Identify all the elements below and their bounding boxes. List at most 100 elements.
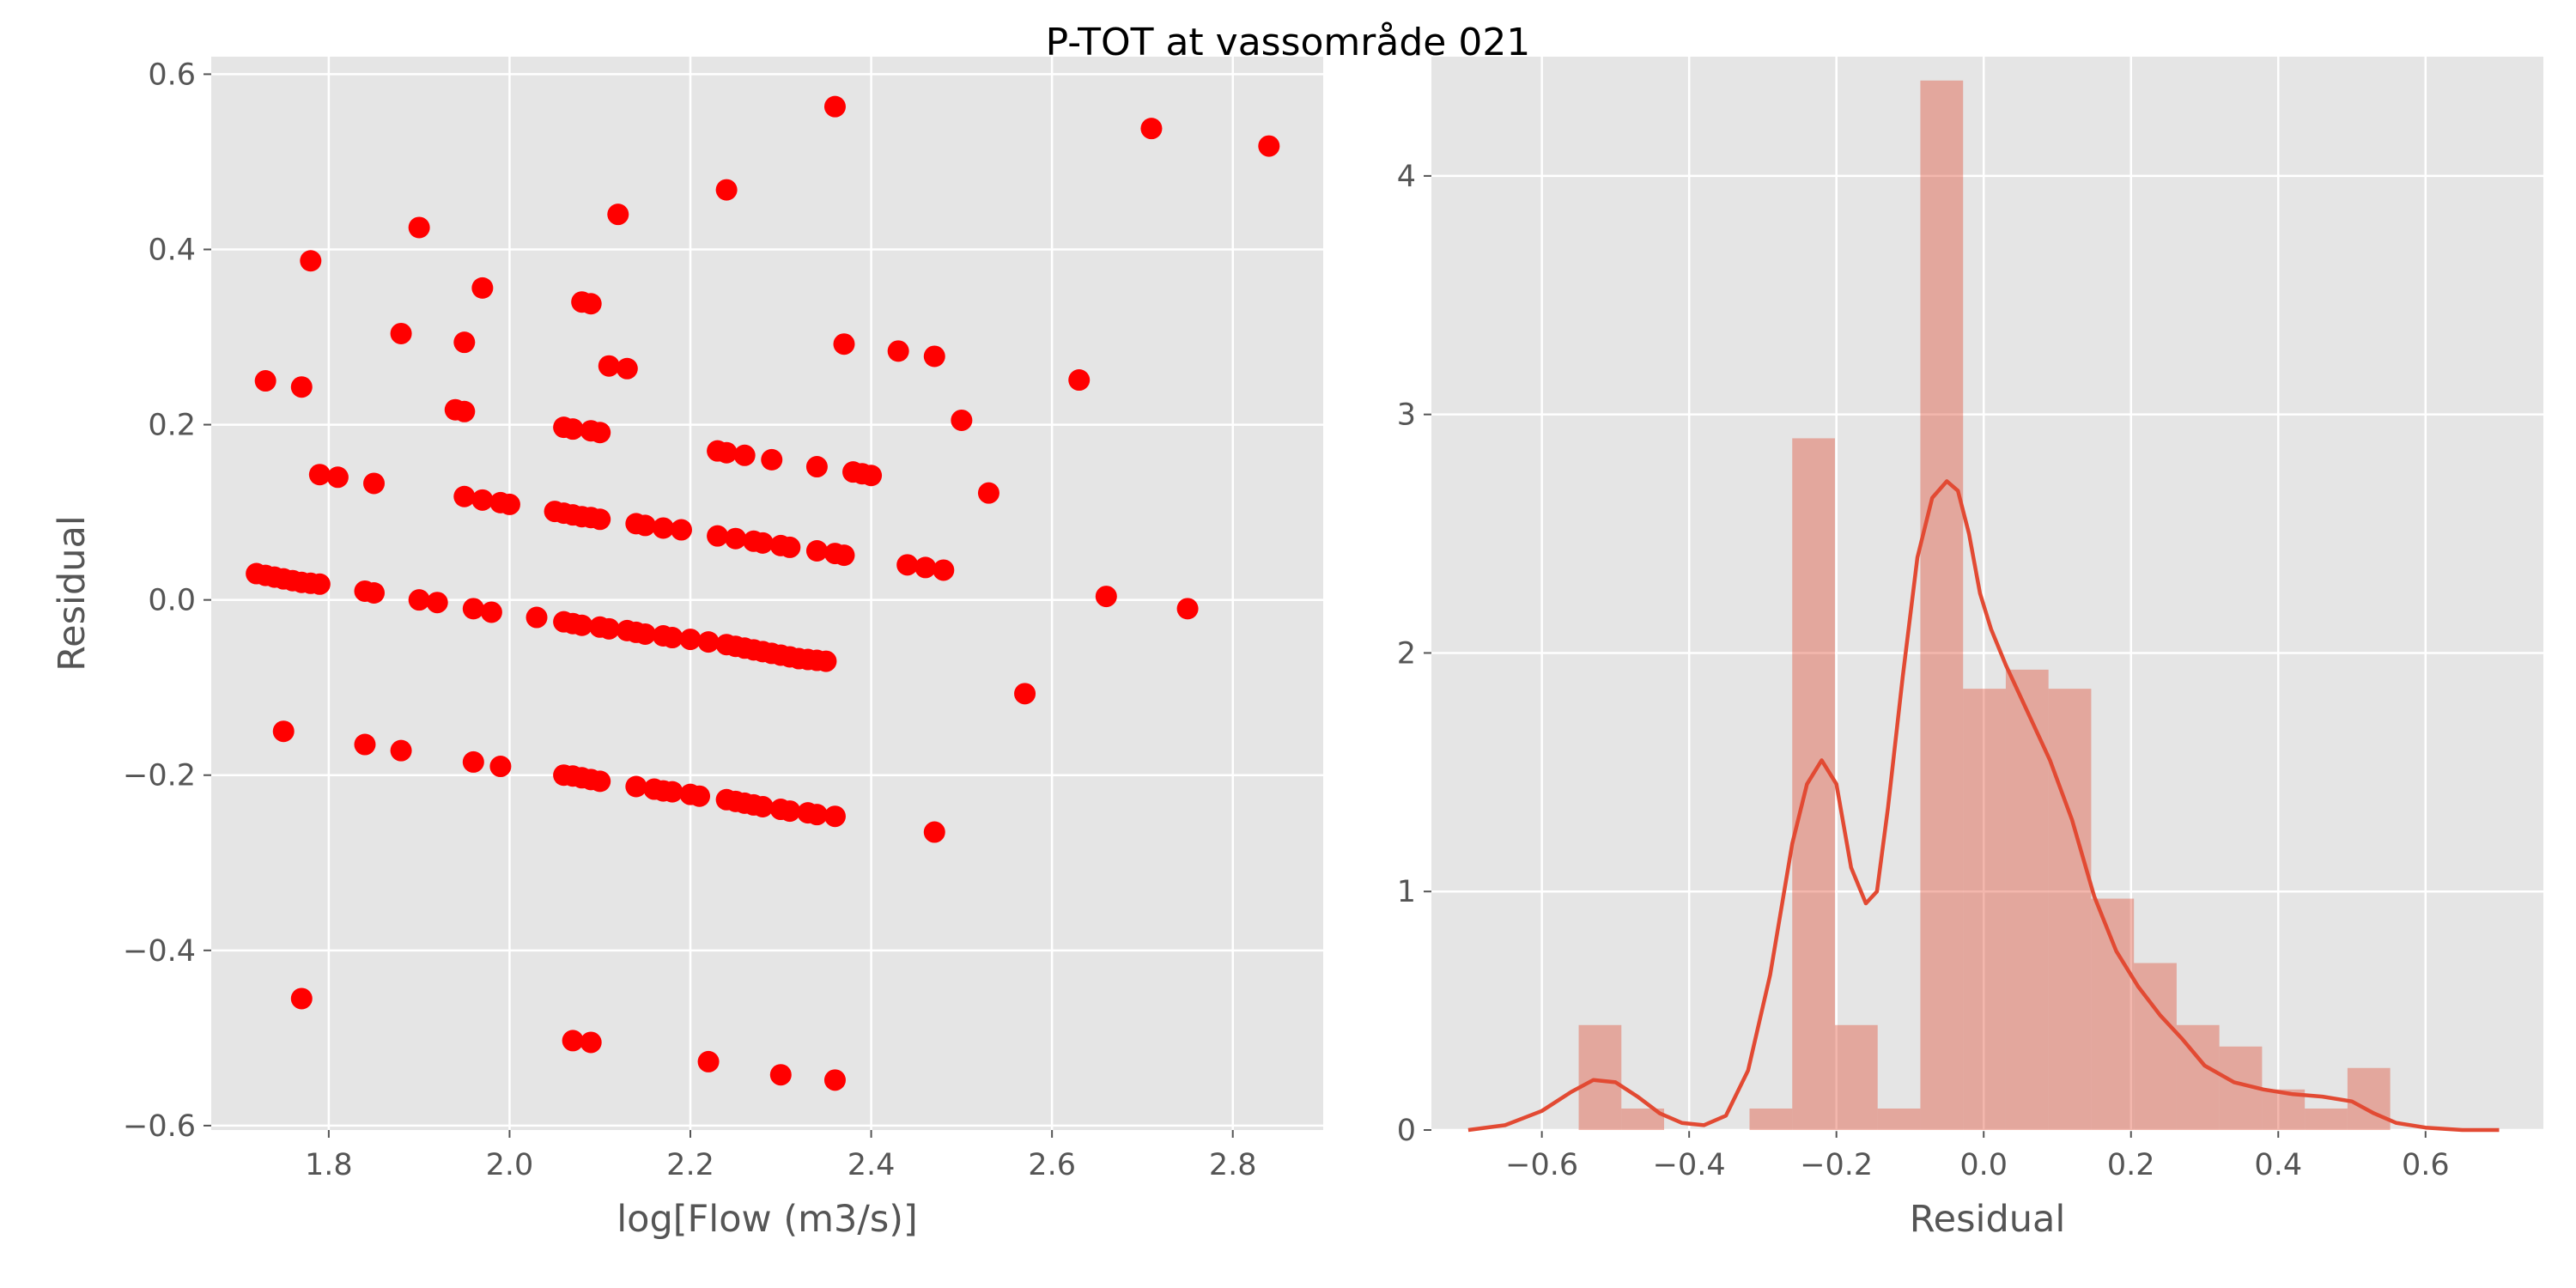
scatter-point	[498, 493, 520, 515]
scatter-point	[977, 482, 999, 504]
x-tick-label: −0.4	[1653, 1148, 1726, 1182]
scatter-point	[471, 276, 494, 299]
scatter-point	[408, 216, 430, 239]
scatter-point	[923, 345, 945, 368]
x-tick-label: −0.6	[1505, 1148, 1578, 1182]
scatter-point	[1095, 586, 1117, 608]
scatter-point	[625, 775, 647, 798]
scatter-point	[933, 559, 955, 581]
scatter-point	[815, 650, 837, 672]
scatter-point	[823, 95, 846, 118]
scatter-point	[390, 322, 412, 344]
scatter-point	[896, 554, 919, 576]
histogram-bar	[1834, 1024, 1878, 1130]
scatter-point	[589, 422, 611, 444]
histogram-bar	[1578, 1024, 1622, 1130]
scatter-point	[715, 179, 738, 201]
scatter-point	[453, 485, 476, 507]
y-tick-label: 0.2	[148, 409, 196, 443]
x-tick-label: 2.6	[1028, 1148, 1076, 1182]
scatter-point	[354, 733, 376, 756]
scatter-point	[634, 514, 656, 537]
y-tick-label: 3	[1397, 398, 1416, 433]
histogram-bar	[2005, 669, 2049, 1130]
scatter-point	[363, 581, 386, 604]
scatter-point	[489, 756, 512, 778]
scatter-point	[761, 448, 783, 471]
scatter-point	[689, 785, 711, 807]
y-tick-label: 0.0	[148, 584, 196, 618]
scatter-point	[779, 800, 801, 823]
residual-histogram: −0.6 −0.4 −0.2 0.0 0.2 0.4 0.6 0 1 2 3 4 Residual	[1397, 57, 2543, 1241]
scatter-point	[779, 536, 801, 558]
scatter-point	[769, 1064, 792, 1086]
scatter-point	[571, 614, 593, 636]
x-tick-label: 0.4	[2254, 1148, 2302, 1182]
x-axis-label: Residual	[1910, 1198, 2066, 1241]
scatter-point	[661, 781, 683, 803]
scatter-point	[697, 1050, 720, 1072]
y-tick-label: 2	[1397, 636, 1416, 671]
scatter-point	[751, 795, 774, 817]
scatter-point	[616, 357, 638, 380]
scatter-point	[634, 623, 656, 645]
scatter-point	[453, 331, 476, 354]
scatter-point	[526, 606, 548, 629]
histogram-bar	[1877, 1109, 1921, 1130]
scatter-point	[823, 805, 846, 828]
y-tick-label: 0.6	[148, 58, 196, 92]
scatter-point	[308, 573, 331, 595]
x-tick-label: 2.0	[486, 1148, 534, 1182]
scatter-point	[1014, 683, 1036, 705]
scatter-point	[805, 456, 828, 478]
scatter-point	[805, 804, 828, 826]
scatter-point	[598, 355, 620, 377]
scatter-point	[580, 293, 602, 315]
scatter-point	[390, 739, 412, 762]
scatter-point	[408, 589, 430, 611]
scatter-point	[290, 987, 313, 1010]
y-tick-label: 4	[1397, 160, 1416, 194]
y-tick-label: −0.2	[123, 759, 196, 793]
scatter-point	[923, 821, 945, 843]
y-tick-label: 1	[1397, 875, 1416, 909]
scatter-point	[751, 532, 774, 554]
histogram-bar	[1920, 80, 1964, 1130]
x-tick-label: 2.8	[1209, 1148, 1257, 1182]
scatter-point	[914, 556, 937, 579]
histogram-bar	[1963, 689, 2006, 1130]
scatter-point	[462, 598, 484, 620]
scatter-point	[1176, 598, 1199, 620]
scatter-point	[733, 444, 756, 466]
scatter-point	[652, 517, 674, 539]
scatter-point	[326, 466, 349, 489]
scatter-residual-vs-flow: 1.8 2.0 2.2 2.4 2.6 2.8 −0.6 −0.4 −0.2 0.0 0.2 0.4 0…	[51, 57, 1323, 1241]
scatter-point	[300, 250, 322, 272]
histogram-bar	[2091, 898, 2135, 1130]
x-tick-label: 0.6	[2402, 1148, 2450, 1182]
scatter-point	[589, 508, 611, 531]
x-tick-label: 0.0	[1959, 1148, 2008, 1182]
scatter-point	[725, 527, 747, 550]
histogram-bar	[2048, 689, 2092, 1130]
scatter-point	[833, 333, 855, 355]
x-axis-label: log[Flow (m3/s)]	[617, 1198, 918, 1241]
scatter-point	[453, 400, 476, 422]
scatter-point	[580, 1031, 602, 1054]
scatter-point	[471, 489, 494, 511]
scatter-point	[697, 631, 720, 653]
scatter-point	[805, 540, 828, 562]
kde-curve	[1467, 479, 2500, 1133]
x-tick-label: 2.4	[848, 1148, 896, 1182]
scatter-point	[480, 601, 502, 623]
scatter-point	[661, 627, 683, 649]
scatter-point	[833, 544, 855, 567]
scatter-point	[670, 519, 692, 541]
scatter-point	[1068, 369, 1091, 392]
scatter-point	[254, 370, 276, 392]
scatter-point	[589, 770, 611, 793]
scatter-point	[272, 720, 295, 743]
histogram-bar	[1792, 438, 1835, 1130]
scatter-point	[1258, 135, 1280, 157]
x-tick-label: 2.2	[666, 1148, 714, 1182]
